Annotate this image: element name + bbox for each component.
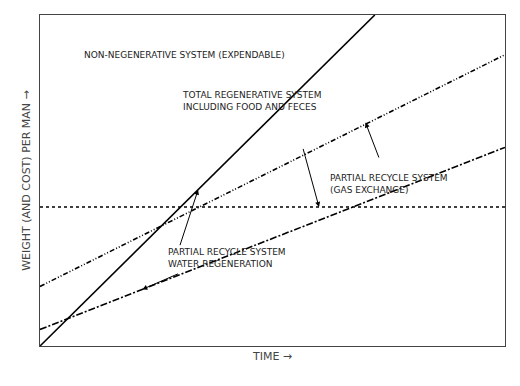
svg-text:TOTAL REGENERATIVE SYSTEMINCLU: TOTAL REGENERATIVE SYSTEMINCLUDING FOOD …	[182, 90, 322, 112]
svg-text:WEIGHT (AND COST) PER MAN →: WEIGHT (AND COST) PER MAN →	[20, 90, 33, 271]
svg-text:PARTIAL RECYCLE SYSTEM(GAS EXC: PARTIAL RECYCLE SYSTEM(GAS EXCHANGE)	[330, 173, 448, 195]
svg-text:NON-NEGENERATIVE SYSTEM (EXPEN: NON-NEGENERATIVE SYSTEM (EXPENDABLE)	[84, 50, 285, 60]
svg-text:PARTIAL RECYCLE SYSTEMWATER RE: PARTIAL RECYCLE SYSTEMWATER REGENERATION	[168, 247, 286, 269]
svg-text:TIME →: TIME →	[252, 350, 292, 363]
